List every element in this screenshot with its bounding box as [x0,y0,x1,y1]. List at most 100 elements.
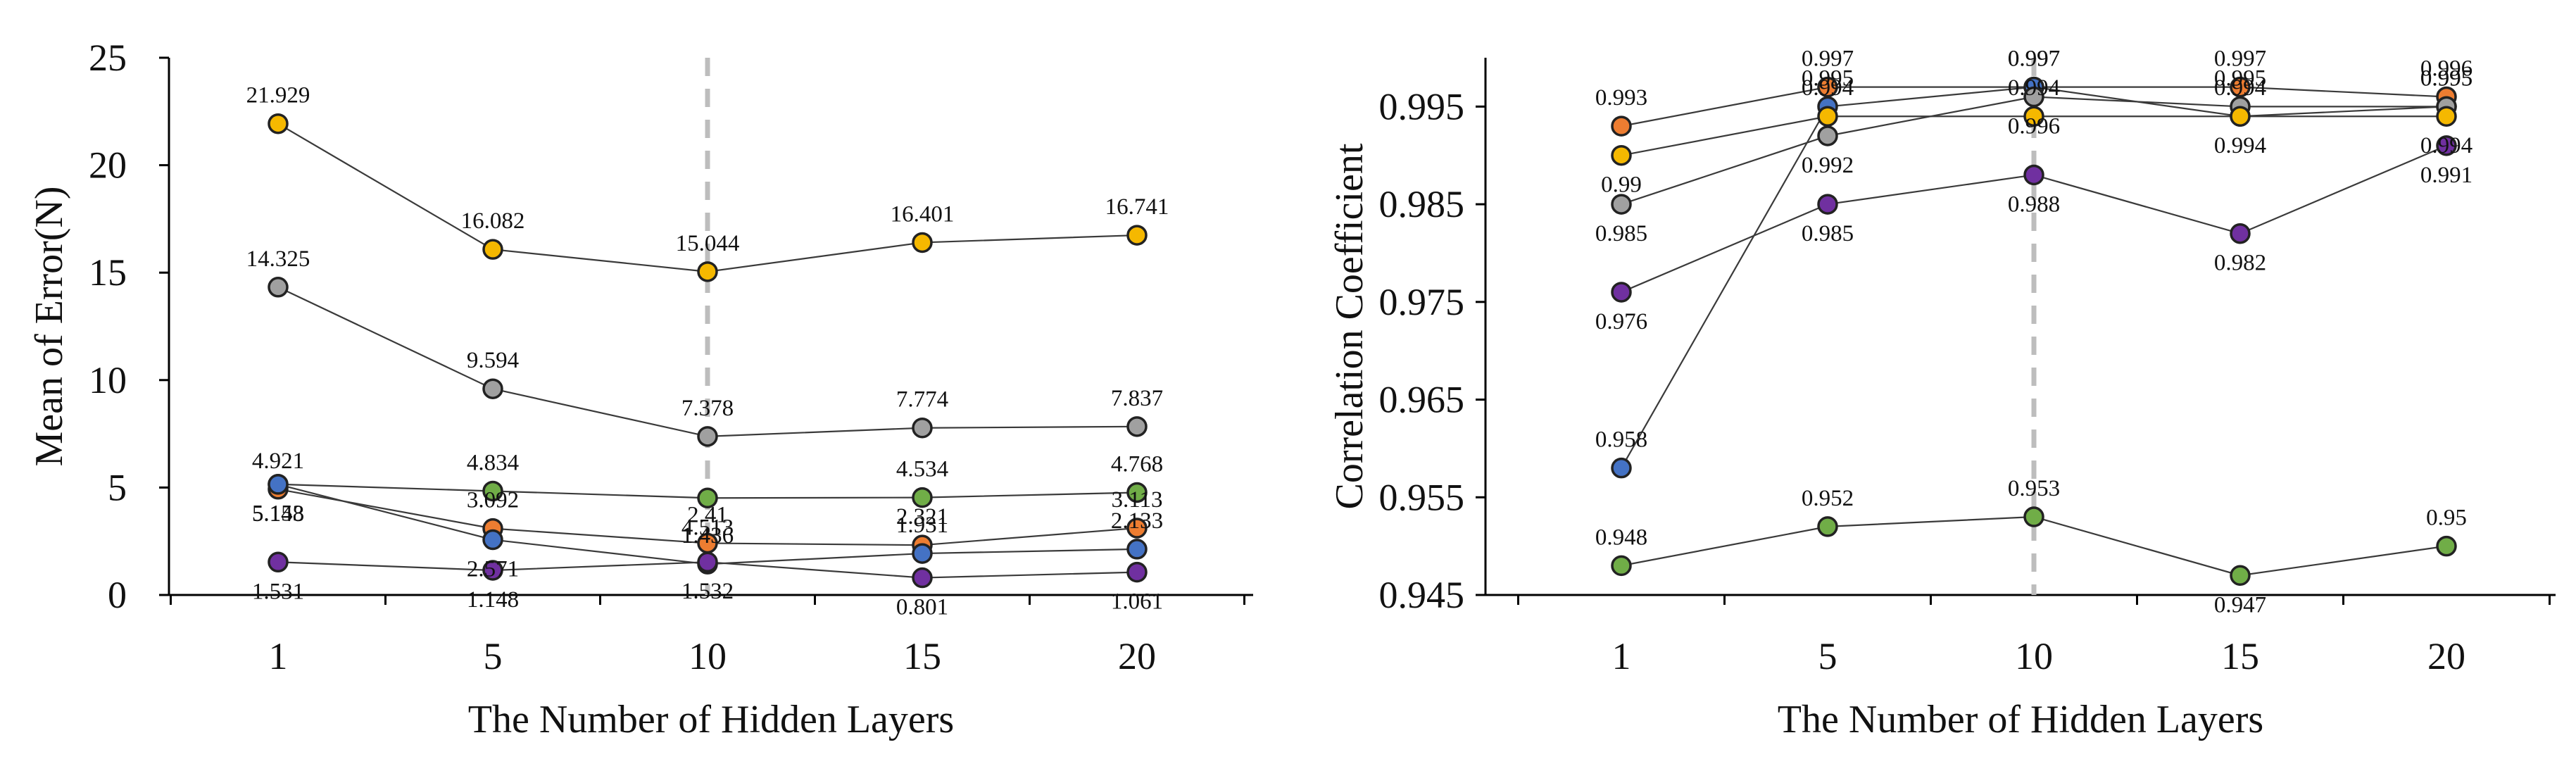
data-point-yellow [2436,106,2457,127]
data-label-green: 4.834 [467,450,519,475]
data-label-green: 4.534 [896,457,948,482]
data-label-green: 4.513 [681,515,734,540]
data-point-purple [697,551,718,572]
data-label-purple: 1.061 [1111,589,1163,615]
x-tick-label: 15 [2221,635,2259,677]
x-tick-label: 20 [2427,635,2465,677]
data-label-purple: 0.801 [896,595,948,620]
data-label-yellow: 21.929 [246,83,310,108]
data-label-blue: 0.994 [2214,75,2266,101]
data-point-purple [268,551,289,573]
data-label-orange: 3.092 [467,488,519,513]
y-tick-label: 0.985 [1379,183,1465,225]
data-label-orange: 2.41 [687,502,728,527]
data-point-yellow [1817,106,1838,127]
data-label-green: 0.952 [1802,486,1854,511]
data-label-gray: 7.837 [1111,386,1163,411]
data-point-purple [2230,222,2251,244]
x-axis-title: The Number of Hidden Layers [468,698,954,741]
data-point-green [2436,535,2457,557]
data-point-orange [1126,518,1148,539]
data-point-yellow [2230,106,2251,127]
data-label-purple: 0.985 [1802,221,1854,246]
data-label-orange: 0.996 [2420,56,2473,81]
data-label-green: 0.95 [2426,506,2467,531]
data-label-yellow: 16.741 [1105,194,1169,220]
data-label-green: 0.947 [2214,592,2266,618]
data-point-green [1817,516,1838,537]
data-point-purple [482,560,503,581]
data-label-green: 5.153 [252,501,304,527]
data-label-blue: 0.997 [2008,46,2060,72]
data-point-blue [1611,457,1632,479]
data-label-gray: 9.594 [467,348,519,373]
data-point-yellow [482,239,503,260]
data-label-purple: 1.532 [681,579,734,604]
data-point-green [1126,482,1148,503]
data-label-yellow: 16.401 [891,201,955,227]
data-point-purple [2436,135,2457,156]
data-point-green [1611,555,1632,577]
data-label-purple: 0.991 [2420,163,2473,188]
data-label-blue: 0.958 [1595,427,1647,453]
data-label-yellow: 16.082 [461,208,525,234]
data-label-blue: 5.148 [252,501,304,527]
data-point-gray [482,378,503,399]
data-label-gray: 7.774 [896,387,948,413]
data-point-gray [1611,194,1632,215]
y-tick-label: 25 [89,37,127,79]
y-tick-label: 10 [89,359,127,401]
data-label-purple: 0.988 [2008,192,2060,217]
data-label-yellow: 0.99 [1601,173,1642,198]
data-label-blue: 1.931 [896,513,948,538]
data-label-blue: 1.436 [681,523,734,549]
x-tick-label: 10 [689,635,727,677]
data-label-green: 0.953 [2008,476,2060,501]
data-label-blue: 2.133 [1111,508,1163,534]
y-tick-label: 0.945 [1379,574,1465,616]
data-point-purple [2023,164,2044,186]
data-label-gray: 7.378 [681,396,734,421]
x-tick-label: 5 [484,635,503,677]
y-axis-title: Correlation Coefficient [1328,143,1371,509]
data-point-green [482,480,503,502]
data-label-gray: 0.992 [1802,153,1854,178]
data-point-blue [1126,539,1148,560]
data-label-green: 0.948 [1595,525,1647,550]
y-axis-title: Mean of Error(N) [27,186,71,466]
data-point-orange [1611,115,1632,137]
data-label-gray: 14.325 [246,246,310,272]
data-label-yellow: 0.994 [2008,75,2060,101]
y-tick-label: 5 [108,466,127,508]
data-point-yellow [1611,144,1632,166]
data-point-yellow [1126,225,1148,246]
data-point-yellow [697,261,718,282]
data-point-blue [482,529,503,551]
data-point-yellow [912,232,933,253]
data-point-gray [697,426,718,447]
y-tick-label: 0.975 [1379,281,1465,323]
data-label-orange: 0.997 [2214,46,2266,72]
data-label-orange: 4.921 [252,449,304,474]
data-point-yellow [268,113,289,134]
data-label-purple: 1.531 [252,579,304,604]
x-axis-title: The Number of Hidden Layers [1778,698,2263,741]
y-tick-label: 0.965 [1379,379,1465,421]
x-tick-label: 20 [1118,635,1156,677]
data-point-gray [268,277,289,298]
data-label-green: 4.768 [1111,451,1163,477]
data-label-orange: 2.321 [896,504,948,529]
data-label-gray: 0.995 [2420,65,2473,91]
data-label-purple: 0.982 [2214,251,2266,276]
data-point-gray [1817,125,1838,146]
data-label-orange: 3.113 [1111,487,1162,513]
data-point-purple [912,567,933,589]
data-point-gray [912,417,933,439]
data-point-purple [1126,561,1148,583]
y-tick-label: 15 [89,251,127,294]
data-label-blue: 0.995 [1802,65,1854,91]
data-label-yellow: 0.994 [1802,75,1854,101]
data-label-yellow: 0.994 [2214,133,2266,158]
